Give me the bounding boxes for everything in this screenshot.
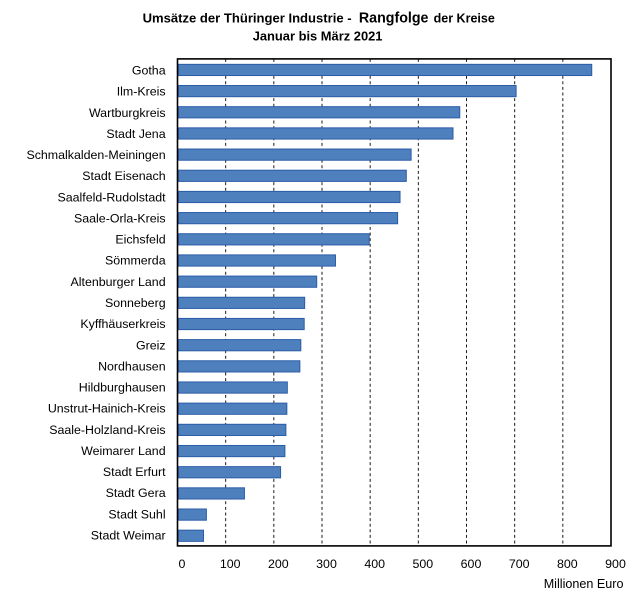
svg-text:Stadt Gera: Stadt Gera [106,486,166,500]
svg-text:0: 0 [179,557,186,571]
svg-text:Eichsfeld: Eichsfeld [115,233,165,247]
svg-text:Stadt Erfurt: Stadt Erfurt [103,465,166,479]
svg-text:Gotha: Gotha [132,64,166,78]
svg-text:700: 700 [509,557,530,571]
svg-text:Sonneberg: Sonneberg [105,296,166,310]
svg-text:Saale-Orla-Kreis: Saale-Orla-Kreis [74,211,166,225]
svg-text:Stadt Suhl: Stadt Suhl [108,507,165,521]
svg-text:Sömmerda: Sömmerda [105,254,166,268]
svg-text:Stadt Weimar: Stadt Weimar [91,528,166,542]
svg-text:Umsätze der Thüringer Industri: Umsätze der Thüringer Industrie - [143,11,352,26]
svg-text:200: 200 [268,557,289,571]
svg-text:Hildburghausen: Hildburghausen [79,381,166,395]
svg-text:Kyffhäuserkreis: Kyffhäuserkreis [80,317,165,331]
svg-text:Weimarer Land: Weimarer Land [81,444,166,458]
svg-text:Wartburgkreis: Wartburgkreis [89,106,166,120]
svg-text:Millionen Euro: Millionen Euro [544,577,624,591]
svg-text:500: 500 [412,557,433,571]
svg-text:Saalfeld-Rudolstadt: Saalfeld-Rudolstadt [57,190,166,204]
svg-text:Schmalkalden-Meiningen: Schmalkalden-Meiningen [26,148,165,162]
svg-text:100: 100 [220,557,241,571]
svg-text:Nordhausen: Nordhausen [98,359,166,373]
svg-text:Januar bis März 2021: Januar bis März 2021 [253,29,383,44]
svg-text:800: 800 [557,557,578,571]
svg-text:Greiz: Greiz [136,338,166,352]
svg-text:Unstrut-Hainich-Kreis: Unstrut-Hainich-Kreis [48,402,166,416]
svg-text:Saale-Holzland-Kreis: Saale-Holzland-Kreis [49,423,165,437]
svg-text:600: 600 [461,557,482,571]
svg-text:Rangfolge: Rangfolge [359,11,429,27]
svg-text:Ilm-Kreis: Ilm-Kreis [117,85,166,99]
svg-text:300: 300 [316,557,337,571]
svg-text:400: 400 [364,557,385,571]
svg-text:der Kreise: der Kreise [434,11,495,26]
svg-text:900: 900 [605,557,626,571]
svg-text:Stadt Eisenach: Stadt Eisenach [82,169,165,183]
svg-text:Stadt Jena: Stadt Jena [106,127,165,141]
svg-text:Altenburger Land: Altenburger Land [71,275,166,289]
